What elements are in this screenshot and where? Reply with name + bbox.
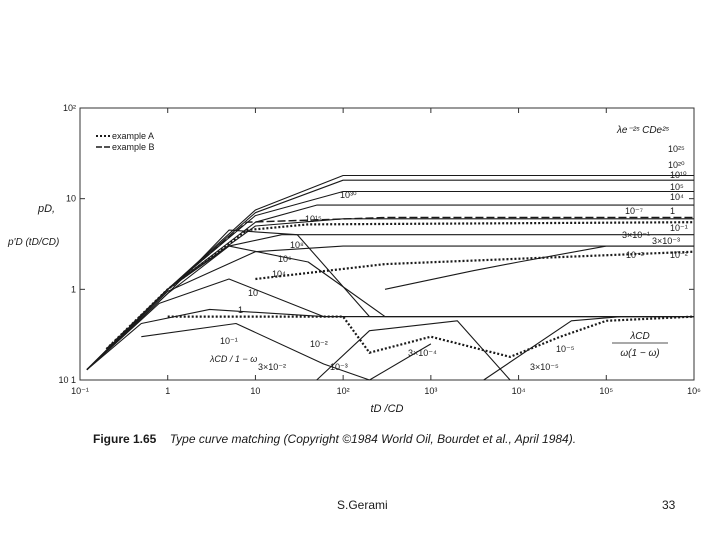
transition-label: 10⁻² [310, 339, 328, 349]
lower-left-label: λCD / 1 − ω [209, 354, 257, 364]
y-axis-label-top: pD, [37, 203, 55, 215]
legend-label-a: example A [112, 131, 154, 141]
example-a-derivative [255, 250, 695, 281]
type-curve-7 [86, 245, 694, 371]
figure-label: Figure 1.65 [93, 432, 157, 446]
x-tick-label: 10⁻¹ [71, 386, 89, 396]
y-tick-label: 1 [71, 284, 76, 294]
transition-label: 3×10⁻⁴ [408, 348, 437, 358]
figure-caption: Figure 1.65 Type curve matching (Copyrig… [93, 432, 576, 446]
pressure-curve-label: 10⁻² [670, 250, 688, 260]
inner-curve-label: 10⁶ [278, 254, 292, 264]
inner-curve-label: 10¹⁵ [305, 214, 322, 224]
type-curve-13 [316, 320, 511, 381]
type-curve-11 [86, 308, 694, 371]
inner-curve-label: 1 [238, 305, 243, 315]
transition-label: 10⁻³ [330, 362, 348, 372]
pressure-curve-label: 10⁵ [670, 182, 684, 192]
page-number: 33 [662, 498, 676, 512]
transition-label: 10⁻⁵ [556, 344, 575, 354]
y-tick-label: 10 [66, 194, 76, 204]
x-axis-label: tD /CD [371, 403, 404, 415]
lower-box-label-bottom: ω(1 − ω) [620, 348, 659, 359]
pressure-curve-label: 10⁴ [670, 192, 684, 202]
pressure-curve-label: 10¹⁰ [670, 170, 687, 180]
type-curve-15 [384, 245, 694, 290]
transition-label: 3×10⁻¹ [622, 230, 650, 240]
figure-caption-text: Type curve matching (Copyright ©1984 Wor… [169, 432, 577, 446]
y-tick-label: 10 1 [58, 375, 76, 385]
type-curve-10 [86, 278, 694, 371]
x-tick-label: 10 [250, 386, 260, 396]
x-tick-label: 10⁶ [687, 386, 701, 396]
lower-box-label-top: λCD [629, 331, 649, 342]
transition-label: 3×10⁻² [258, 362, 286, 372]
pressure-curve-label: 10⁻¹ [670, 223, 688, 233]
x-tick-label: 10² [337, 386, 350, 396]
transition-label: 3×10⁻³ [652, 236, 680, 246]
x-tick-label: 10³ [424, 386, 437, 396]
type-curve-12 [141, 322, 432, 381]
inner-curve-label: 10 [248, 288, 258, 298]
transition-label: 10⁻⁷ [625, 206, 643, 216]
plot-frame [79, 107, 695, 381]
footer-author: S.Gerami [337, 498, 388, 512]
pressure-curve-label: 10²⁰ [668, 160, 685, 170]
example-a-transition [167, 315, 695, 359]
x-tick-label: 10⁵ [599, 386, 613, 396]
pressure-curve-label: 10²⁵ [668, 144, 685, 154]
x-tick-label: 1 [165, 386, 170, 396]
transition-label: 3×10⁻⁵ [530, 362, 559, 372]
type-curve-14 [483, 316, 694, 381]
pressure-curve-label: 1 [670, 206, 675, 216]
inner-curve-label: 10⁸ [290, 240, 304, 250]
transition-label: 10⁻² [626, 250, 644, 260]
x-tick-label: 10⁴ [512, 386, 526, 396]
legend-label-b: example B [112, 142, 155, 152]
y-tick-label: 10² [63, 103, 76, 113]
y-axis-label-bottom: p'D (tD/CD) [7, 237, 59, 248]
inner-curve-label: 10³⁰ [340, 190, 357, 200]
inner-curve-label: 10⁻¹ [220, 336, 238, 346]
example-b-curve [105, 216, 694, 350]
type-curve-8 [86, 229, 694, 371]
type-curve-4 [86, 204, 694, 371]
upper-family-header: λe⁻²ˢ CDe²ˢ [616, 125, 669, 136]
type-curve-2 [86, 179, 694, 371]
type-curve-9 [86, 245, 694, 371]
inner-curve-label: 10⁴ [272, 269, 286, 279]
